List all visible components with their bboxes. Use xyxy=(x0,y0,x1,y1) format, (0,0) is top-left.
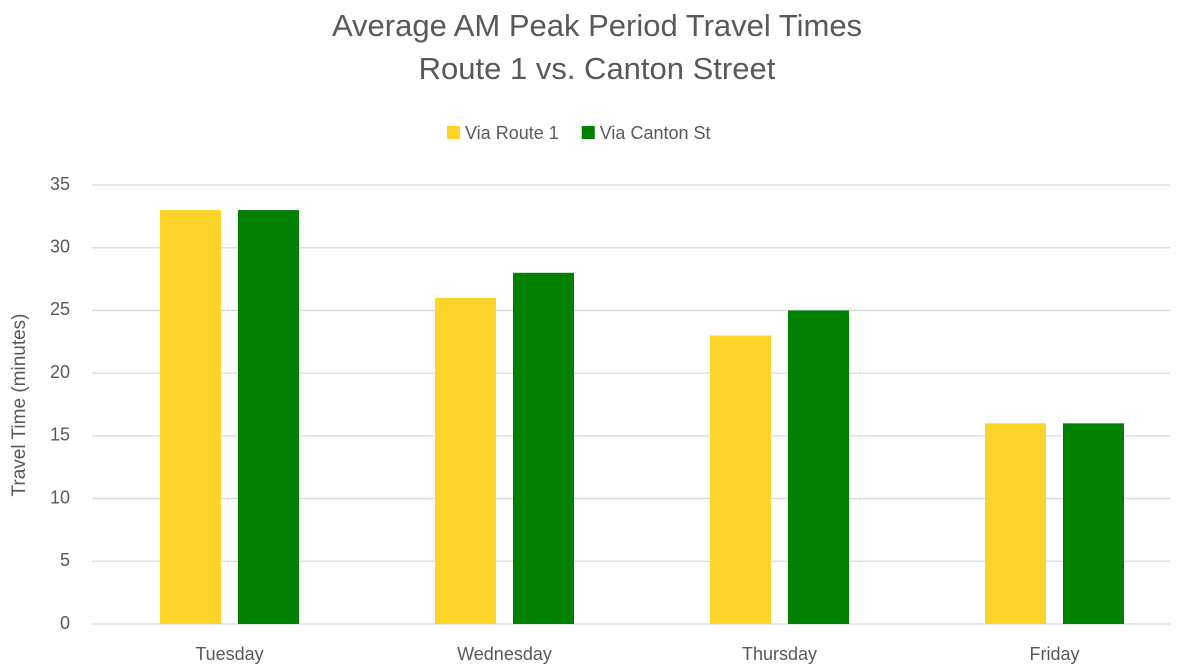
bar xyxy=(1063,423,1124,624)
legend-label: Via Route 1 xyxy=(465,123,559,143)
y-tick-label: 35 xyxy=(50,174,70,194)
y-tick-label: 10 xyxy=(50,487,70,507)
legend-swatch xyxy=(581,126,595,139)
x-tick-label: Friday xyxy=(1029,644,1079,664)
bar xyxy=(985,423,1046,624)
chart-subtitle: Route 1 vs. Canton Street xyxy=(419,51,776,86)
x-tick-label: Thursday xyxy=(742,644,817,664)
legend-label: Via Canton St xyxy=(600,123,711,143)
bar xyxy=(160,210,221,625)
y-tick-label: 15 xyxy=(50,425,70,445)
y-tick-label: 5 xyxy=(60,550,70,570)
legend-swatch xyxy=(447,126,460,139)
y-tick-label: 30 xyxy=(50,236,70,256)
bar xyxy=(435,297,496,624)
bar xyxy=(710,335,771,624)
y-tick-label: 20 xyxy=(50,362,70,382)
x-tick-label: Tuesday xyxy=(195,644,263,664)
chart-title: Average AM Peak Period Travel Times xyxy=(332,8,862,43)
y-tick-label: 0 xyxy=(60,613,70,633)
bar xyxy=(238,210,299,625)
x-tick-label: Wednesday xyxy=(457,644,552,664)
bar xyxy=(788,310,849,624)
y-tick-label: 25 xyxy=(50,299,70,319)
bar xyxy=(513,272,574,624)
y-axis-label: Travel Time (minutes) xyxy=(9,314,30,497)
